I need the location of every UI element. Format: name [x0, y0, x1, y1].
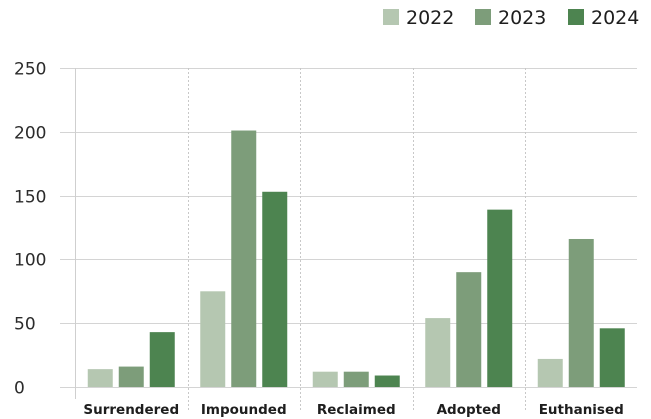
bar-reclaimed-2023: [343, 371, 369, 387]
legend-label-2023: 2023: [498, 7, 546, 29]
bar-surrendered-2023: [118, 366, 144, 387]
bar-impounded-2024: [262, 191, 288, 387]
axes: 0 50 100 150 200 250 Surrendered Impounded Recla…: [14, 60, 624, 419]
y-tick-label: 50: [14, 315, 36, 335]
bar-surrendered-2024: [149, 332, 175, 387]
x-tick-label: Surrendered: [83, 402, 179, 418]
legend-label-2024: 2024: [591, 7, 639, 29]
y-tick-label: 250: [14, 60, 46, 80]
bar-euthanised-2022: [537, 358, 563, 387]
y-tick-label: 0: [14, 379, 25, 399]
bar-reclaimed-2022: [312, 371, 338, 387]
bar-adopted-2022: [425, 318, 451, 387]
bar-adopted-2024: [487, 209, 513, 387]
bar-impounded-2023: [231, 130, 257, 388]
bars: [87, 130, 625, 388]
bar-euthanised-2024: [599, 328, 625, 387]
legend-label-2022: 2022: [406, 7, 454, 29]
bar-reclaimed-2024: [374, 375, 400, 387]
bar-adopted-2023: [456, 272, 482, 387]
x-tick-label: Reclaimed: [317, 402, 396, 418]
x-tick-label: Impounded: [201, 402, 287, 418]
x-tick-label: Adopted: [437, 402, 501, 418]
legend-swatch-2024: [568, 9, 584, 25]
bar-euthanised-2023: [568, 238, 594, 387]
y-tick-label: 150: [14, 188, 46, 208]
bar-surrendered-2022: [87, 369, 113, 387]
x-tick-label: Euthanised: [539, 402, 624, 418]
y-tick-label: 200: [14, 124, 46, 144]
bar-impounded-2022: [200, 291, 226, 387]
grid-layer: [60, 68, 637, 388]
category-separators: [188, 68, 526, 411]
y-tick-label: 100: [14, 251, 46, 271]
legend-swatch-2023: [475, 9, 491, 25]
legend: 2022 2023 2024: [383, 7, 639, 29]
legend-swatch-2022: [383, 9, 399, 25]
